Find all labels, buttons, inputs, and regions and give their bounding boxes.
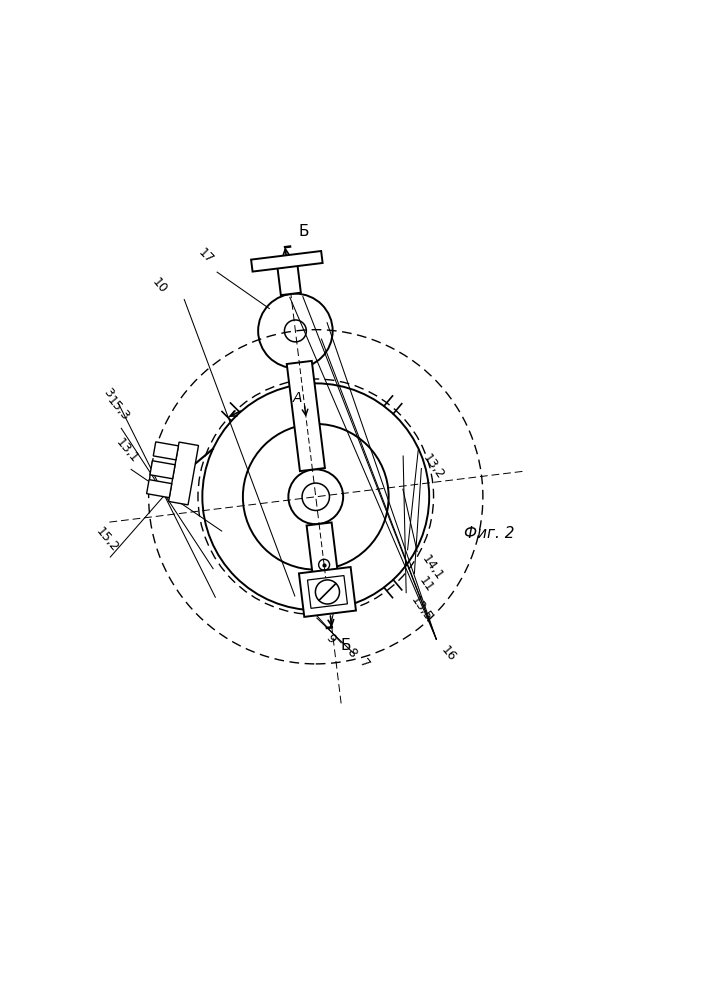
Text: 10: 10 xyxy=(149,275,170,296)
Text: 15,2: 15,2 xyxy=(93,525,121,554)
Text: 13,2: 13,2 xyxy=(420,451,446,481)
Text: 7: 7 xyxy=(357,656,372,671)
Text: 9: 9 xyxy=(322,632,338,646)
Text: А: А xyxy=(293,391,303,405)
Text: Фиг. 2: Фиг. 2 xyxy=(464,526,514,541)
Text: 8: 8 xyxy=(344,646,359,660)
Polygon shape xyxy=(251,251,322,272)
Text: 16: 16 xyxy=(438,643,458,663)
Polygon shape xyxy=(153,442,178,460)
Polygon shape xyxy=(299,567,356,617)
Text: 13,1: 13,1 xyxy=(113,436,141,466)
Text: 3: 3 xyxy=(100,385,115,400)
Polygon shape xyxy=(287,361,325,471)
Polygon shape xyxy=(168,442,199,505)
Text: 17: 17 xyxy=(196,246,216,267)
Text: Б: Б xyxy=(299,224,309,239)
Polygon shape xyxy=(308,576,347,608)
Text: 14,1: 14,1 xyxy=(419,553,445,583)
Text: Б: Б xyxy=(340,638,351,653)
Text: 15,3: 15,3 xyxy=(104,394,132,424)
Text: 13,5: 13,5 xyxy=(408,594,434,624)
Polygon shape xyxy=(146,480,172,498)
Polygon shape xyxy=(278,266,301,295)
Polygon shape xyxy=(307,522,339,583)
Polygon shape xyxy=(150,461,175,479)
Text: 11: 11 xyxy=(416,575,436,595)
